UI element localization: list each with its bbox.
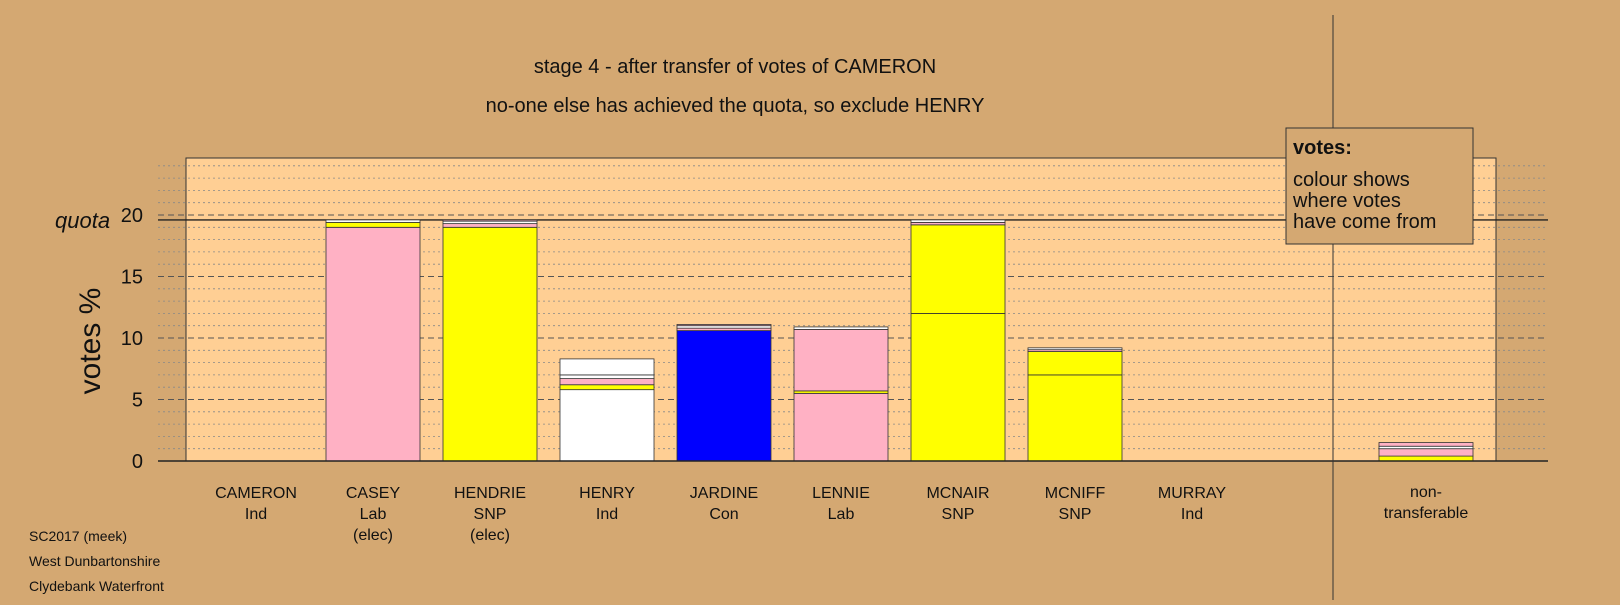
bar-segment — [910, 219, 1006, 223]
bar-segment — [1027, 374, 1123, 462]
footer-council: West Dunbartonshire — [29, 553, 160, 569]
axes: 0 5 10 15 20 CAMERON Ind CASEY Lab (elec) HENDRIE S… — [121, 205, 1548, 544]
x-tick-label-party: SNP — [474, 506, 507, 523]
x-tick-label-name: HENRY — [579, 485, 635, 502]
bar-segment — [793, 328, 889, 392]
y-tick-label: 15 — [121, 267, 143, 289]
legend-line: colour shows — [1293, 169, 1410, 191]
x-tick-label-status: (elec) — [353, 527, 393, 544]
bar-segment — [1027, 347, 1123, 351]
x-tick-label-party: Ind — [596, 506, 618, 523]
footer-ward: Clydebank Waterfront — [29, 578, 164, 594]
legend-line: have come from — [1293, 211, 1436, 233]
x-tick-label-name: LENNIE — [812, 485, 870, 502]
x-tick-label-name: MURRAY — [1158, 485, 1226, 502]
bar-segment — [793, 392, 889, 462]
bars — [325, 219, 1474, 462]
y-tick-label: 0 — [132, 451, 143, 473]
bar-segment — [559, 374, 655, 379]
bar-segment — [559, 389, 655, 462]
legend-title: votes: — [1293, 137, 1352, 159]
bar-segment — [1027, 351, 1123, 376]
bar-segment — [442, 219, 538, 222]
bar-segment — [559, 378, 655, 386]
x-tick-label-party: Ind — [245, 506, 267, 523]
x-tick-label-party: Lab — [360, 506, 387, 523]
y-tick-label: 20 — [121, 205, 143, 227]
nontransferable-segment — [1378, 442, 1474, 447]
y-tick-label: 10 — [121, 328, 143, 350]
x-tick-label-party: Con — [709, 506, 738, 523]
bar-segment — [559, 358, 655, 376]
bar-segment — [442, 223, 538, 228]
chart-title: stage 4 - after transfer of votes of CAM… — [534, 56, 936, 78]
bar-segment — [910, 224, 1006, 314]
bar-segment — [325, 219, 421, 223]
nontransferable-label: non- — [1410, 484, 1442, 501]
x-tick-label-party: Ind — [1181, 506, 1203, 523]
x-tick-label-party: SNP — [942, 506, 975, 523]
quota-label: quota — [55, 208, 110, 233]
x-tick-label-name: CAMERON — [215, 485, 297, 502]
bar-segment — [676, 324, 772, 327]
legend: votes: colour shows where votes have com… — [1285, 127, 1474, 245]
footer-election: SC2017 (meek) — [29, 528, 127, 544]
x-tick-label-name: CASEY — [346, 485, 401, 502]
x-tick-label-name: JARDINE — [690, 485, 758, 502]
legend-line: where votes — [1292, 190, 1401, 212]
y-axis-label: votes % — [74, 288, 107, 395]
x-tick-label-name: MCNIFF — [1045, 485, 1106, 502]
nontransferable-label: transferable — [1384, 505, 1469, 522]
bar-segment — [676, 330, 772, 462]
x-tick-label-name: MCNAIR — [926, 485, 989, 502]
x-tick-label-status: (elec) — [470, 527, 510, 544]
bar-segment — [559, 384, 655, 391]
x-tick-label-name: HENDRIE — [454, 485, 526, 502]
legend-box — [1285, 127, 1474, 245]
bar-segment — [910, 312, 1006, 462]
bar-segment — [442, 226, 538, 462]
y-tick-label: 5 — [132, 390, 143, 412]
x-tick-label-party: Lab — [828, 506, 855, 523]
nontransferable-segment — [1378, 448, 1474, 457]
bar-segment — [325, 226, 421, 462]
x-tick-label-party: SNP — [1059, 506, 1092, 523]
chart-subtitle: no-one else has achieved the quota, so e… — [486, 95, 985, 117]
bar-segment — [325, 221, 421, 228]
bar-segment — [793, 326, 889, 330]
